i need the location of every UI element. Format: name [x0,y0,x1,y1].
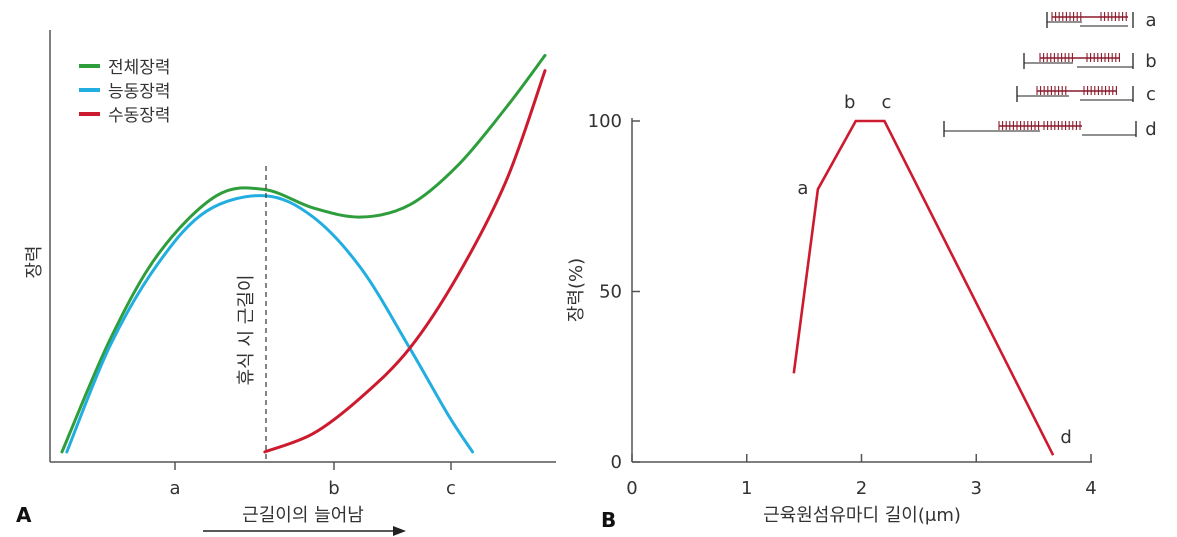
panel-a-x-axis-label: 근길이의 늘어남 [242,505,364,526]
panel-b-y-tick-label: 0 [611,452,622,473]
legend-label: 수동장력 [108,106,171,126]
panel-b-y-tick-label: 50 [599,282,622,303]
series-line-전체장력 [60,53,547,454]
sarcomere-b: b [1023,51,1157,72]
panel-b-y-tick-label: 100 [588,111,622,132]
panel-b-y-axis-label: 장력(%) [566,258,587,322]
sarcomere-a: a [1046,10,1157,31]
sarcomere-label: a [1145,10,1156,31]
panel-a-x-tick-label: a [169,478,180,499]
sarcomere-c: c [1016,84,1156,105]
sarcomere-label: b [1145,51,1156,72]
x-arrow-head-icon [393,526,406,536]
panel-a-x-tick-label: b [328,478,339,499]
series-line-능동장력 [65,194,475,454]
point-label-a: a [797,178,808,199]
legend-label: 전체장력 [108,58,171,78]
panel-b-x-tick-label: 3 [971,478,982,499]
panel-b-x-tick-label: 2 [856,478,867,499]
series-line-수동장력 [263,69,547,454]
panel-b-letter: B [601,508,616,532]
panel-a-x-tick-label: c [446,478,456,499]
point-label-b: b [844,92,855,113]
sarcomere-label: c [1146,84,1156,105]
sarcomere-d: d [943,119,1157,140]
resting-length-label: 휴식 시 근길이 [236,275,257,386]
panel-b-x-tick-label: 4 [1085,478,1096,499]
panel-b-x-axis-label: 근육원섬유마디 길이(μm) [763,505,961,526]
panel-a-y-axis-label: 장력 [24,245,45,278]
panel-b-x-tick-label: 1 [741,478,752,499]
panel-a-letter: A [16,503,32,527]
tension-length-line [792,119,1055,456]
panel-b-x-tick-label: 0 [626,478,637,499]
point-label-d: d [1060,427,1071,448]
point-label-c: c [881,92,891,113]
sarcomere-label: d [1145,119,1156,140]
legend-label: 능동장력 [108,82,171,102]
